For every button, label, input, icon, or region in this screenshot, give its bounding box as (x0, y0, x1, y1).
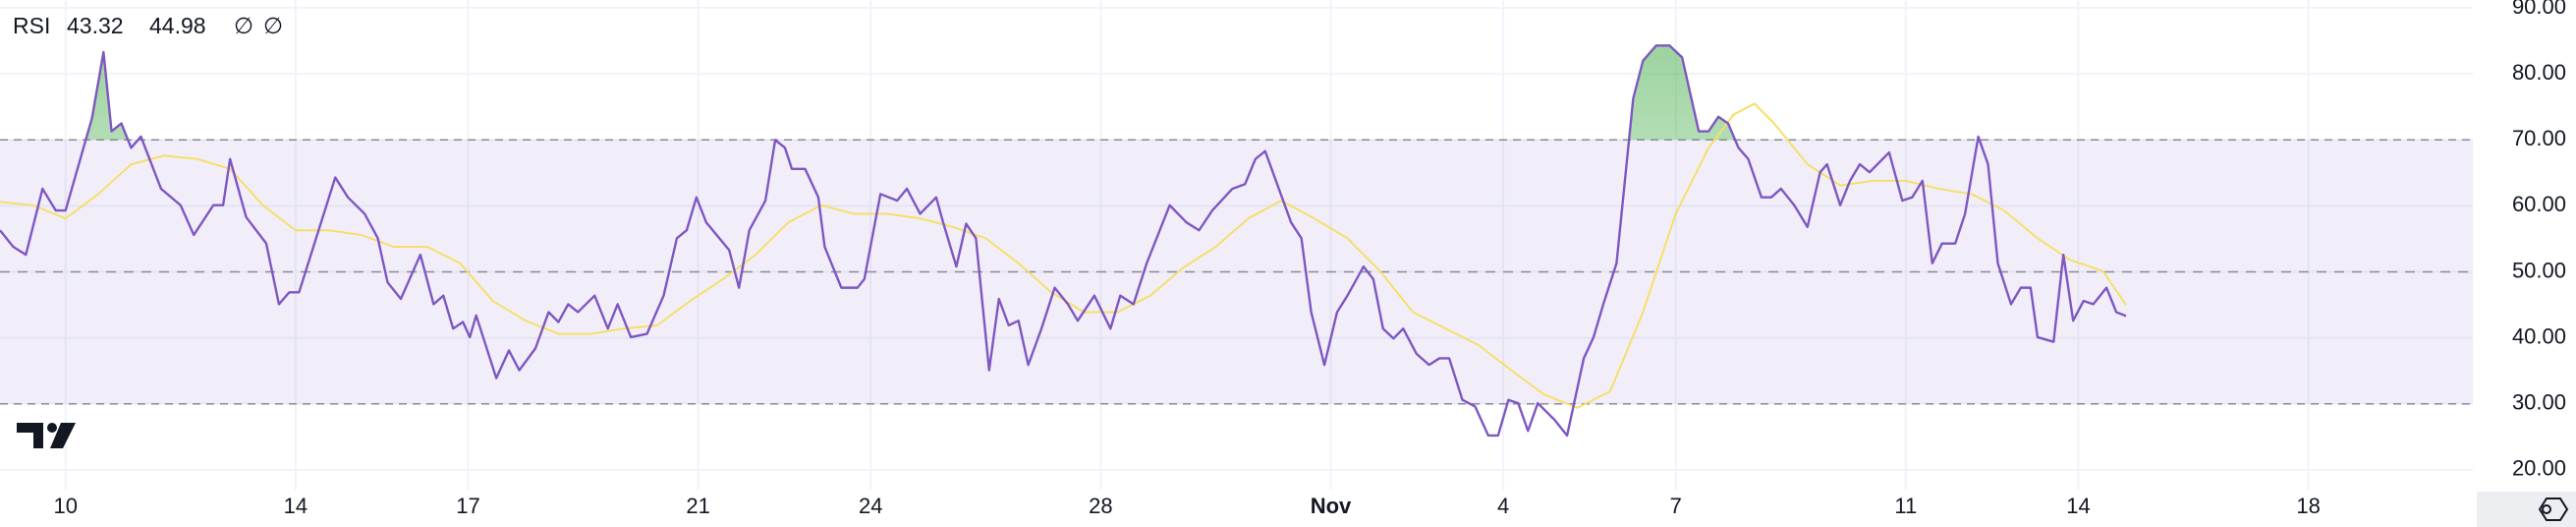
x-tick-label: 4 (1497, 494, 1509, 518)
x-tick-label: 14 (2066, 494, 2090, 518)
logo-part (47, 423, 57, 433)
bands (0, 139, 2473, 405)
logo-part (50, 423, 76, 448)
y-tick-label: 50.00 (2512, 258, 2566, 282)
x-tick-label: 18 (2296, 494, 2320, 518)
logo-part (17, 423, 43, 448)
settings-corner[interactable] (2477, 492, 2576, 527)
logo (17, 423, 76, 448)
x-tick-label: 14 (284, 494, 308, 518)
rsi-value: 43.32 (67, 13, 124, 38)
indicator-name: RSI (13, 13, 50, 38)
series-line (0, 44, 2127, 438)
y-tick-label: 70.00 (2512, 126, 2566, 150)
na-mark: ∅ (234, 13, 253, 38)
na-mark: ∅ (263, 13, 283, 38)
x-tick-label: 17 (456, 494, 479, 518)
x-tick-label: 7 (1670, 494, 1682, 518)
x-tick-label: Nov (1311, 494, 1352, 518)
x-tick-label: 28 (1089, 494, 1112, 518)
y-tick-label: 60.00 (2512, 192, 2566, 216)
x-tick-label: 21 (686, 494, 709, 518)
x-tick-label: 10 (53, 494, 77, 518)
plot (0, 44, 2127, 438)
axes: 90.00 80.00 70.00 60.00 50.00 40.00 30.00 20.00… (53, 0, 2566, 518)
x-tick-label: 11 (1894, 494, 1917, 518)
settings-icon-dot (2542, 504, 2551, 514)
band-fill (0, 140, 2473, 404)
x-tick-label: 24 (859, 494, 882, 518)
y-tick-label: 20.00 (2512, 456, 2566, 481)
y-tick-label: 80.00 (2512, 60, 2566, 85)
y-tick-label: 30.00 (2512, 390, 2566, 415)
ma-value: 44.98 (149, 13, 206, 38)
settings-icon[interactable] (2538, 498, 2569, 521)
y-tick-label: 40.00 (2512, 323, 2566, 348)
y-tick-label: 90.00 (2512, 0, 2566, 19)
